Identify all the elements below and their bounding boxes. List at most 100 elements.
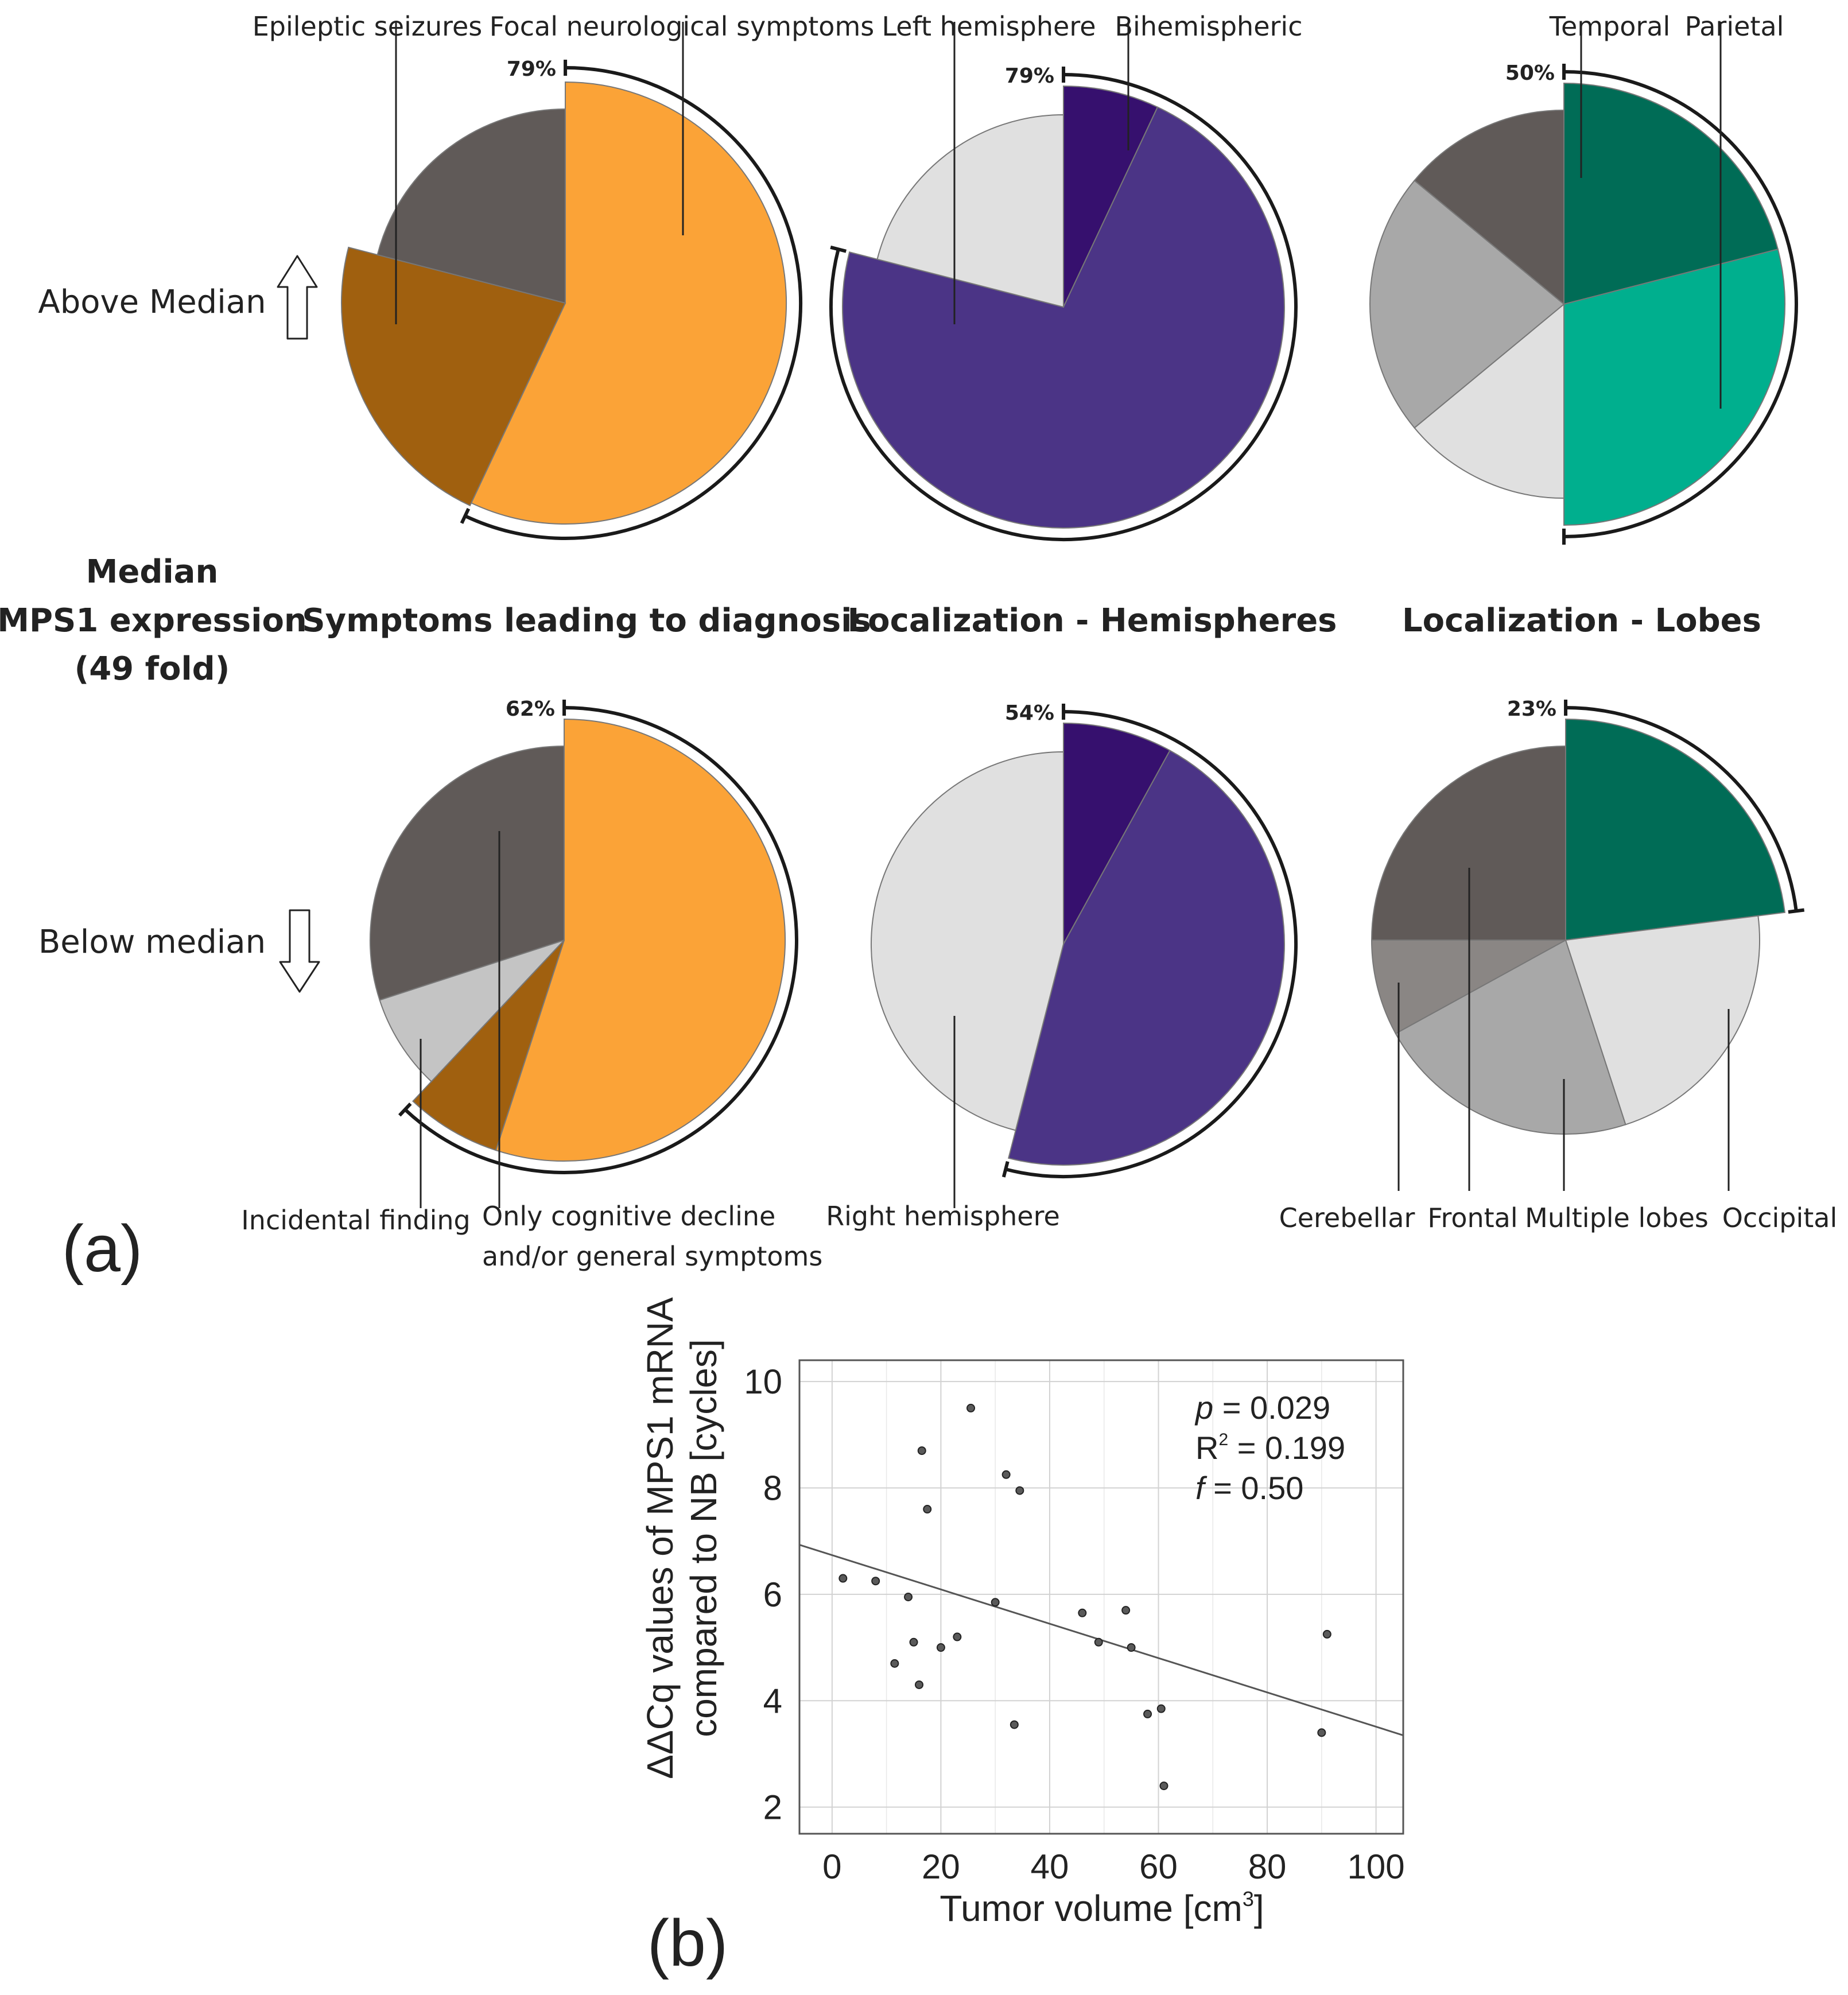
scatter-stats: p = 0.029 R2 = 0.199 f = 0.50: [1194, 1389, 1345, 1506]
scatter-point: [966, 1403, 976, 1412]
highlight-arc: [1563, 70, 1799, 538]
x-tick-label: 60: [1139, 1847, 1178, 1886]
scatter-point: [1010, 1720, 1019, 1729]
pie-percentage-label: 62%: [506, 697, 555, 721]
pie-slice-focal-neurological-symptoms: [495, 718, 786, 1162]
scatter-point: [1317, 1728, 1326, 1737]
scatter-point: [1322, 1629, 1331, 1639]
scatter-y-axis-label-line2: compared to NB [cycles]: [683, 1339, 724, 1737]
scatter-point: [917, 1446, 926, 1456]
scatter-y-ticks: 2 4 6 8 10: [744, 1363, 782, 1827]
pie-chart-2: 79%: [826, 64, 1300, 544]
scatter-x-ticks: 0 20 40 60 80 100: [822, 1847, 1404, 1886]
arrow-up-icon: [277, 255, 318, 340]
scatter-point: [1156, 1704, 1166, 1713]
highlight-arc: [829, 73, 1298, 541]
y-tick-label: 2: [763, 1788, 782, 1827]
pie-slice-incidental-finding: [379, 940, 565, 1082]
label-parietal: Parietal: [1685, 11, 1784, 42]
y-tick-label: 10: [744, 1363, 782, 1401]
pie-slice-focal-neurological-symptoms: [470, 81, 787, 525]
scatter-x-axis-label: Tumor volume [cm3]: [939, 1887, 1264, 1929]
pie-chart-4: 62%: [369, 697, 801, 1177]
pie-chart-1: 79%: [341, 57, 805, 542]
pie-slice-epileptic-seizures: [412, 940, 565, 1151]
y-tick-label: 4: [763, 1682, 782, 1720]
median-title: Median: [86, 553, 219, 591]
scatter-point: [1143, 1709, 1152, 1718]
y-tick-label: 6: [763, 1575, 782, 1614]
pie-slice-parietal: [1563, 249, 1785, 526]
pie-slice-other: [376, 108, 566, 304]
pie-chart-5: 54%: [870, 701, 1300, 1181]
pie-percentage-label: 79%: [507, 57, 556, 81]
pie-percentage-label: 23%: [1507, 697, 1556, 721]
row-label-above-median: Above Median: [38, 284, 266, 321]
label-epileptic-seizures: Epileptic seizures: [253, 11, 483, 42]
label-cognitive-decline-1: Only cognitive decline: [482, 1201, 775, 1232]
scatter-point: [915, 1680, 924, 1689]
highlight-arc-tick: [1001, 1160, 1010, 1178]
scatter-plot-frame: [798, 1359, 1404, 1835]
stat-line: p = 0.029: [1194, 1389, 1330, 1426]
highlight-arc: [403, 706, 798, 1174]
label-frontal: Frontal: [1427, 1202, 1517, 1233]
label-multiple-lobes: Multiple lobes: [1525, 1202, 1709, 1233]
scatter-points: [838, 1403, 1331, 1791]
label-temporal: Temporal: [1549, 11, 1671, 42]
label-focal-neurological-symptoms: Focal neurological symptoms: [490, 11, 874, 42]
scatter-point: [1078, 1608, 1087, 1617]
scatter-point: [871, 1577, 880, 1586]
pie-slice-temporal: [1563, 82, 1779, 305]
pie-chart-3: 50%: [1369, 61, 1801, 545]
x-tick-label: 0: [822, 1847, 841, 1886]
scatter-point: [838, 1574, 848, 1583]
scatter-point: [909, 1637, 918, 1647]
scatter-gridlines: [799, 1360, 1403, 1834]
stat-line: R2 = 0.199: [1195, 1430, 1345, 1466]
pie-slice-right-hemisphere: [876, 114, 1064, 308]
pie-slice-bihemispheric: [1063, 722, 1171, 945]
scatter-point: [991, 1598, 1000, 1607]
pie-slice-frontal: [1371, 745, 1566, 941]
pie-slice-multiple-lobes: [1395, 939, 1626, 1135]
scatter-point: [1094, 1637, 1103, 1647]
median-subtitle: MPS1 expression: [0, 602, 307, 639]
pie-slice-left-hemisphere: [842, 106, 1285, 529]
panel-b-label: (b): [647, 1907, 728, 1980]
column-title-lobes: Localization - Lobes: [1402, 602, 1761, 639]
pie-slice-epileptic-seizures: [341, 246, 566, 507]
column-title-symptoms: Symptoms leading to diagnosis: [302, 602, 871, 639]
arrow-down-icon: [279, 909, 320, 993]
scatter-point: [923, 1505, 932, 1514]
highlight-arc-tick: [1788, 908, 1805, 914]
label-cognitive-decline-2: and/or general symptoms: [482, 1241, 822, 1272]
pie-percentage-label: 50%: [1505, 61, 1555, 85]
scatter-y-axis-label: ΔΔCq values of MPS1 mRNA compared to NB …: [639, 1297, 724, 1779]
y-tick-label: 8: [763, 1469, 782, 1507]
highlight-arc-tick: [460, 508, 471, 524]
pie-slice-temporal: [1565, 718, 1786, 941]
label-left-hemisphere: Left hemisphere: [882, 11, 1096, 42]
column-title-hemispheres: Localization - Hemispheres: [847, 602, 1337, 639]
stat-line: f = 0.50: [1195, 1470, 1303, 1506]
callout-lines: [395, 22, 1730, 1208]
pie-slice-bihemispheric: [1063, 85, 1159, 308]
label-incidental-finding: Incidental finding: [241, 1205, 471, 1236]
highlight-arc-tick: [830, 245, 847, 253]
pie-slice-right-hemisphere: [870, 751, 1064, 1131]
label-occipital: Occipital: [1722, 1202, 1838, 1233]
pie-percentage-label: 79%: [1005, 64, 1054, 88]
highlight-arc-tick: [398, 1102, 412, 1117]
scatter-point: [890, 1659, 899, 1668]
pie-slice-only-cognitive-decline-and-or-general-symptoms: [369, 745, 565, 1001]
pie-chart-6: 23%: [1371, 697, 1805, 1135]
x-tick-label: 100: [1348, 1847, 1405, 1886]
label-bihemispheric: Bihemispheric: [1115, 11, 1303, 42]
median-fold: (49 fold): [75, 650, 230, 688]
scatter-y-axis-label-line1: ΔΔCq values of MPS1 mRNA: [639, 1297, 681, 1779]
x-tick-label: 20: [922, 1847, 960, 1886]
pie-slice-left-hemisphere: [1008, 750, 1285, 1166]
scatter-point: [904, 1593, 913, 1601]
pie-percentage-label: 54%: [1005, 701, 1054, 725]
